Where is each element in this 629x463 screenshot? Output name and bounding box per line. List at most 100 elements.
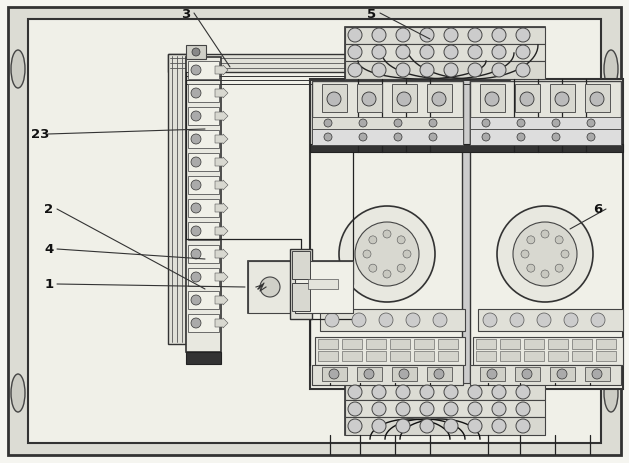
Bar	[345, 45, 545, 62]
Circle shape	[420, 419, 434, 433]
Circle shape	[191, 112, 201, 122]
Circle shape	[517, 134, 525, 142]
Circle shape	[492, 385, 506, 399]
Bar	[188, 269, 219, 287]
Bar	[188, 223, 219, 240]
FancyArrow shape	[215, 135, 228, 144]
FancyArrow shape	[215, 250, 228, 259]
Circle shape	[191, 66, 201, 76]
FancyArrow shape	[215, 66, 228, 76]
Circle shape	[541, 270, 549, 278]
Bar	[188, 85, 219, 103]
Circle shape	[406, 313, 420, 327]
Bar	[342, 351, 362, 361]
Bar	[310, 144, 623, 153]
Bar	[357, 85, 382, 113]
Circle shape	[359, 120, 367, 128]
Bar	[345, 62, 545, 80]
Circle shape	[329, 369, 339, 379]
Bar	[345, 400, 545, 417]
Circle shape	[592, 369, 602, 379]
Circle shape	[396, 46, 410, 60]
Bar	[188, 62, 219, 80]
Circle shape	[191, 250, 201, 259]
Bar	[596, 351, 616, 361]
Bar	[292, 251, 310, 279]
Circle shape	[468, 419, 482, 433]
Bar	[572, 339, 592, 349]
Bar	[414, 351, 434, 361]
Ellipse shape	[11, 51, 25, 89]
Ellipse shape	[11, 374, 25, 412]
Circle shape	[191, 89, 201, 99]
Circle shape	[348, 64, 362, 78]
Bar	[515, 367, 540, 381]
Circle shape	[444, 64, 458, 78]
Bar	[188, 154, 219, 172]
Bar	[585, 85, 610, 113]
Circle shape	[444, 419, 458, 433]
Bar	[342, 339, 362, 349]
Circle shape	[363, 250, 371, 258]
Bar	[390, 351, 410, 361]
Circle shape	[396, 402, 410, 416]
Text: 4: 4	[45, 243, 53, 256]
Circle shape	[444, 385, 458, 399]
Bar	[318, 339, 338, 349]
Circle shape	[587, 120, 595, 128]
Circle shape	[339, 206, 435, 302]
Circle shape	[420, 385, 434, 399]
Circle shape	[434, 369, 444, 379]
Circle shape	[444, 402, 458, 416]
Circle shape	[468, 64, 482, 78]
Circle shape	[555, 93, 569, 107]
Bar	[322, 367, 347, 381]
Bar	[312, 118, 463, 130]
Circle shape	[432, 93, 446, 107]
Circle shape	[552, 120, 560, 128]
Circle shape	[191, 319, 201, 328]
Bar	[438, 351, 458, 361]
Bar	[476, 339, 496, 349]
Circle shape	[420, 402, 434, 416]
Bar	[322, 85, 347, 113]
Ellipse shape	[604, 51, 618, 89]
Bar	[308, 279, 338, 289]
Bar	[312, 82, 463, 147]
Circle shape	[520, 93, 534, 107]
Bar	[462, 80, 470, 389]
Circle shape	[369, 236, 377, 244]
Bar	[427, 367, 452, 381]
Circle shape	[396, 64, 410, 78]
Circle shape	[348, 419, 362, 433]
Circle shape	[517, 120, 525, 128]
Circle shape	[324, 134, 332, 142]
Bar	[312, 365, 463, 385]
Circle shape	[327, 93, 341, 107]
FancyArrow shape	[215, 89, 228, 99]
Circle shape	[497, 206, 593, 302]
FancyArrow shape	[215, 204, 228, 213]
Circle shape	[372, 385, 386, 399]
Circle shape	[444, 29, 458, 43]
Circle shape	[403, 250, 411, 258]
Bar	[390, 339, 410, 349]
Circle shape	[191, 135, 201, 144]
Circle shape	[369, 264, 377, 273]
Bar	[596, 339, 616, 349]
FancyArrow shape	[215, 272, 228, 282]
Circle shape	[561, 250, 569, 258]
Bar	[290, 250, 312, 319]
Bar	[186, 58, 221, 352]
Circle shape	[492, 46, 506, 60]
Circle shape	[325, 313, 339, 327]
Circle shape	[355, 223, 419, 287]
Circle shape	[372, 64, 386, 78]
Text: 5: 5	[367, 7, 377, 20]
Bar	[345, 417, 545, 435]
Bar	[248, 262, 353, 313]
Bar	[572, 351, 592, 361]
Bar	[392, 85, 417, 113]
Circle shape	[541, 231, 549, 238]
Circle shape	[397, 93, 411, 107]
